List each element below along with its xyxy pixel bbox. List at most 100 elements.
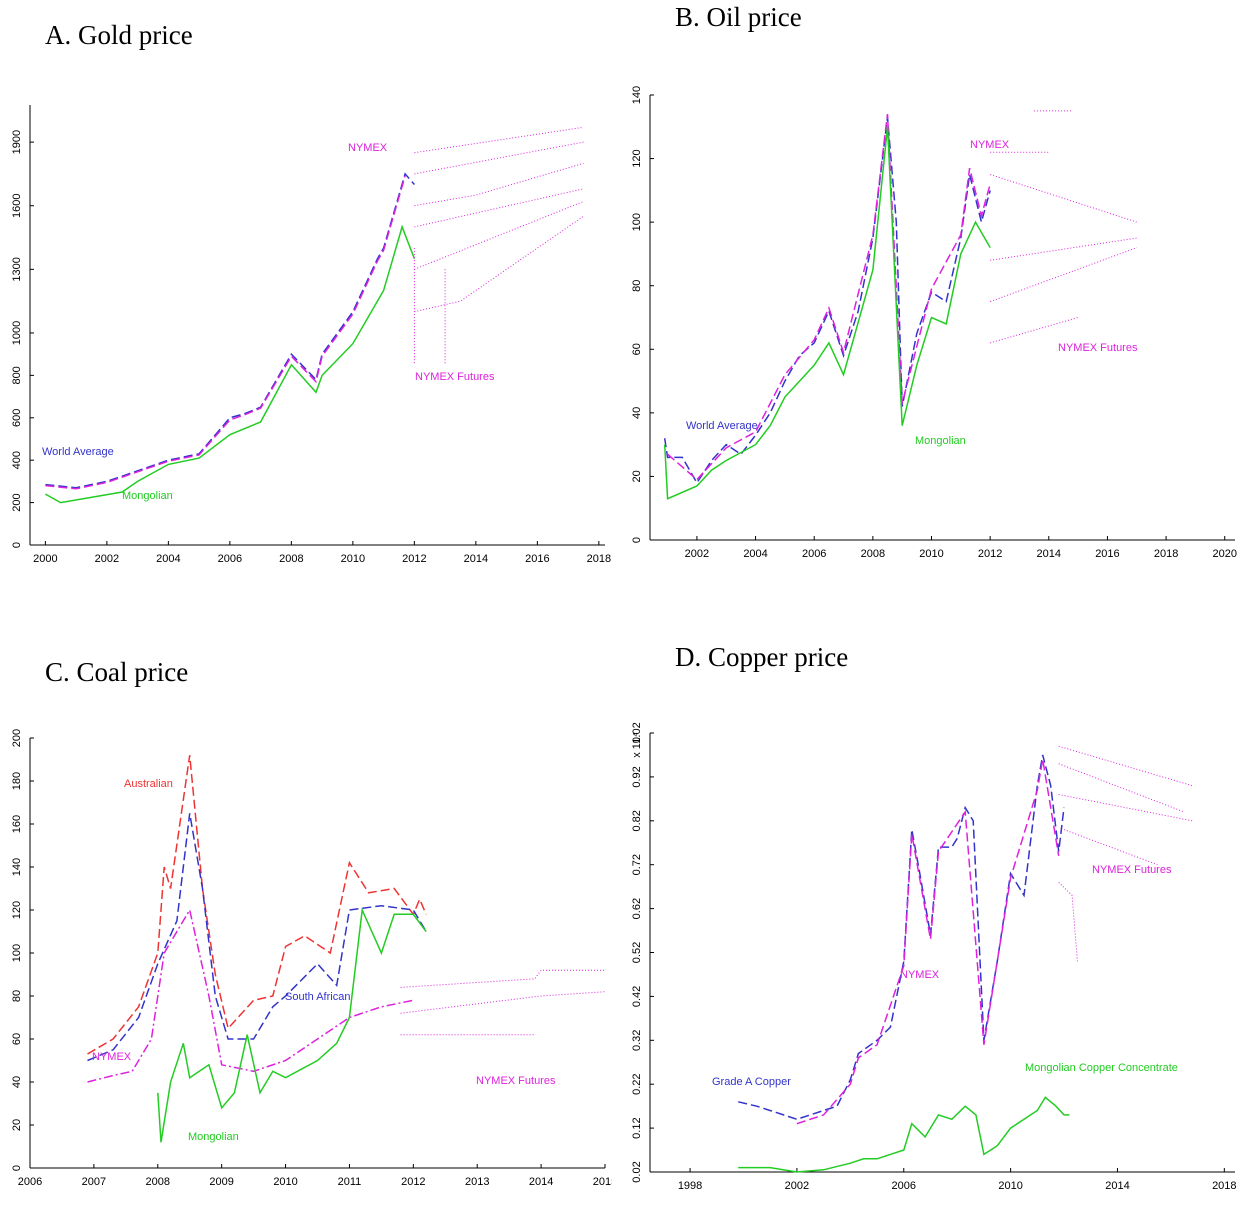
x-tick-label: 2004 xyxy=(156,553,180,565)
y-tick-label: 200 xyxy=(11,729,23,747)
y-tick-label: 800 xyxy=(11,366,23,384)
y-tick-label: 0.72 xyxy=(631,854,643,875)
series-label: NYMEX Futures xyxy=(1058,342,1138,354)
x-tick-label: 2008 xyxy=(146,1176,170,1188)
series-line xyxy=(663,126,991,500)
series-label: Mongolian xyxy=(188,1131,239,1143)
x-tick-label: 2020 xyxy=(1212,548,1236,560)
y-tick-label: 0 xyxy=(11,1165,23,1171)
y-tick-label: 0.22 xyxy=(631,1073,643,1094)
series-label: South African xyxy=(285,991,350,1003)
y-tick-label: 0.02 xyxy=(631,1161,643,1182)
y-multiplier: x 10⁴ xyxy=(631,732,643,758)
x-tick-label: 2012 xyxy=(402,553,426,565)
x-tick-label: 2002 xyxy=(685,548,709,560)
x-tick-label: 2000 xyxy=(33,553,57,565)
x-tick-label: 2010 xyxy=(998,1180,1022,1192)
x-ticks: 1998 2002 2006 2010 2014 2018 xyxy=(678,1168,1237,1192)
series-label: Mongolian xyxy=(915,435,966,447)
chart-title: D. Copper price xyxy=(675,642,848,672)
series-label: NYMEX Futures xyxy=(415,371,495,383)
y-tick-label: 140 xyxy=(631,86,643,104)
series-line xyxy=(87,755,427,1055)
y-tick-label: 160 xyxy=(11,815,23,833)
series-line xyxy=(400,969,606,1036)
y-tick-label: 120 xyxy=(11,901,23,919)
y-tick-label: 20 xyxy=(631,470,643,482)
series-line xyxy=(738,754,1065,1121)
series-label: NYMEX xyxy=(970,139,1010,151)
x-tick-label: 2010 xyxy=(273,1176,297,1188)
series-line xyxy=(413,126,584,365)
chart-title: C. Coal price xyxy=(45,657,188,687)
y-tick-label: 1300 xyxy=(11,257,23,281)
x-tick-label: 2006 xyxy=(892,1180,916,1192)
x-tick-label: 2012 xyxy=(978,548,1002,560)
series-line xyxy=(796,759,1060,1125)
y-tick-label: 0.62 xyxy=(631,898,643,919)
x-tick-label: 2010 xyxy=(341,553,365,565)
x-tick-label: 2008 xyxy=(279,553,303,565)
y-tick-label: 0 xyxy=(631,537,643,543)
y-tick-label: 140 xyxy=(11,858,23,876)
series-line xyxy=(738,1096,1070,1173)
x-tick-label: 2014 xyxy=(464,553,488,565)
y-tick-label: 0.92 xyxy=(631,766,643,787)
y-tick-label: 0 xyxy=(11,542,23,548)
x-tick-label: 2006 xyxy=(18,1176,42,1188)
y-tick-label: 400 xyxy=(11,451,23,469)
series-label: NYMEX xyxy=(900,969,940,981)
x-tick-label: 2018 xyxy=(587,553,611,565)
x-tick-label: 2018 xyxy=(1154,548,1178,560)
y-tick-label: 1600 xyxy=(11,193,23,217)
series-line xyxy=(45,172,415,489)
chart-title: B. Oil price xyxy=(675,2,802,32)
x-tick-label: 2006 xyxy=(218,553,242,565)
y-tick-label: 40 xyxy=(11,1076,23,1088)
y-tick-label: 100 xyxy=(11,944,23,962)
x-tick-label: 2002 xyxy=(95,553,119,565)
x-tick-label: 1998 xyxy=(678,1180,702,1192)
series-line xyxy=(157,907,427,1143)
y-tick-label: 80 xyxy=(631,280,643,292)
x-tick-label: 2012 xyxy=(401,1176,425,1188)
y-tick-label: 100 xyxy=(631,213,643,231)
x-tick-label: 2004 xyxy=(743,548,767,560)
y-tick-label: 1900 xyxy=(11,130,23,154)
chart-title: A. Gold price xyxy=(45,20,193,50)
panel: A. Gold price 0 200 400 600 800 1000 1300 1600 19… xyxy=(11,20,611,565)
x-tick-label: 2009 xyxy=(209,1176,233,1188)
y-tick-label: 0.42 xyxy=(631,986,643,1007)
y-tick-label: 20 xyxy=(11,1119,23,1131)
panel: C. Coal price 0 20 40 60 80 100 120 140 160 180 200… xyxy=(11,657,617,1188)
x-ticks: 2002 2004 2006 2008 2010 2012 2014 2016 2018 2020 xyxy=(685,536,1237,560)
series-line xyxy=(667,114,991,481)
y-tick-label: 1.02 xyxy=(631,722,643,743)
series-label: NYMEX xyxy=(92,1051,132,1063)
series-label: World Average xyxy=(686,420,758,432)
x-ticks: 2006 2007 2008 2009 2010 2011 2012 2013 2014 2015 xyxy=(18,1164,617,1188)
y-tick-label: 60 xyxy=(11,1033,23,1045)
x-tick-label: 2016 xyxy=(1095,548,1119,560)
series-line xyxy=(87,907,414,1083)
y-tick-label: 80 xyxy=(11,990,23,1002)
y-tick-label: 600 xyxy=(11,409,23,427)
x-tick-label: 2008 xyxy=(861,548,885,560)
y-tick-label: 0.32 xyxy=(631,1030,643,1051)
x-tick-label: 2018 xyxy=(1212,1180,1236,1192)
x-tick-label: 2015 xyxy=(593,1176,617,1188)
y-tick-label: 60 xyxy=(631,343,643,355)
series-label: Grade A Copper xyxy=(712,1076,791,1088)
y-tick-label: 180 xyxy=(11,772,23,790)
x-tick-label: 2011 xyxy=(338,1176,362,1188)
y-tick-label: 0.12 xyxy=(631,1117,643,1138)
x-tick-label: 2014 xyxy=(1037,548,1061,560)
series-line xyxy=(1058,745,1193,962)
y-tick-label: 40 xyxy=(631,407,643,419)
panel: D. Copper price 0.02 0.12 0.22 0.32 0.42 0.52 0… xyxy=(631,642,1237,1192)
x-tick-label: 2013 xyxy=(465,1176,489,1188)
y-tick-label: 1000 xyxy=(11,321,23,345)
x-tick-label: 2010 xyxy=(919,548,943,560)
